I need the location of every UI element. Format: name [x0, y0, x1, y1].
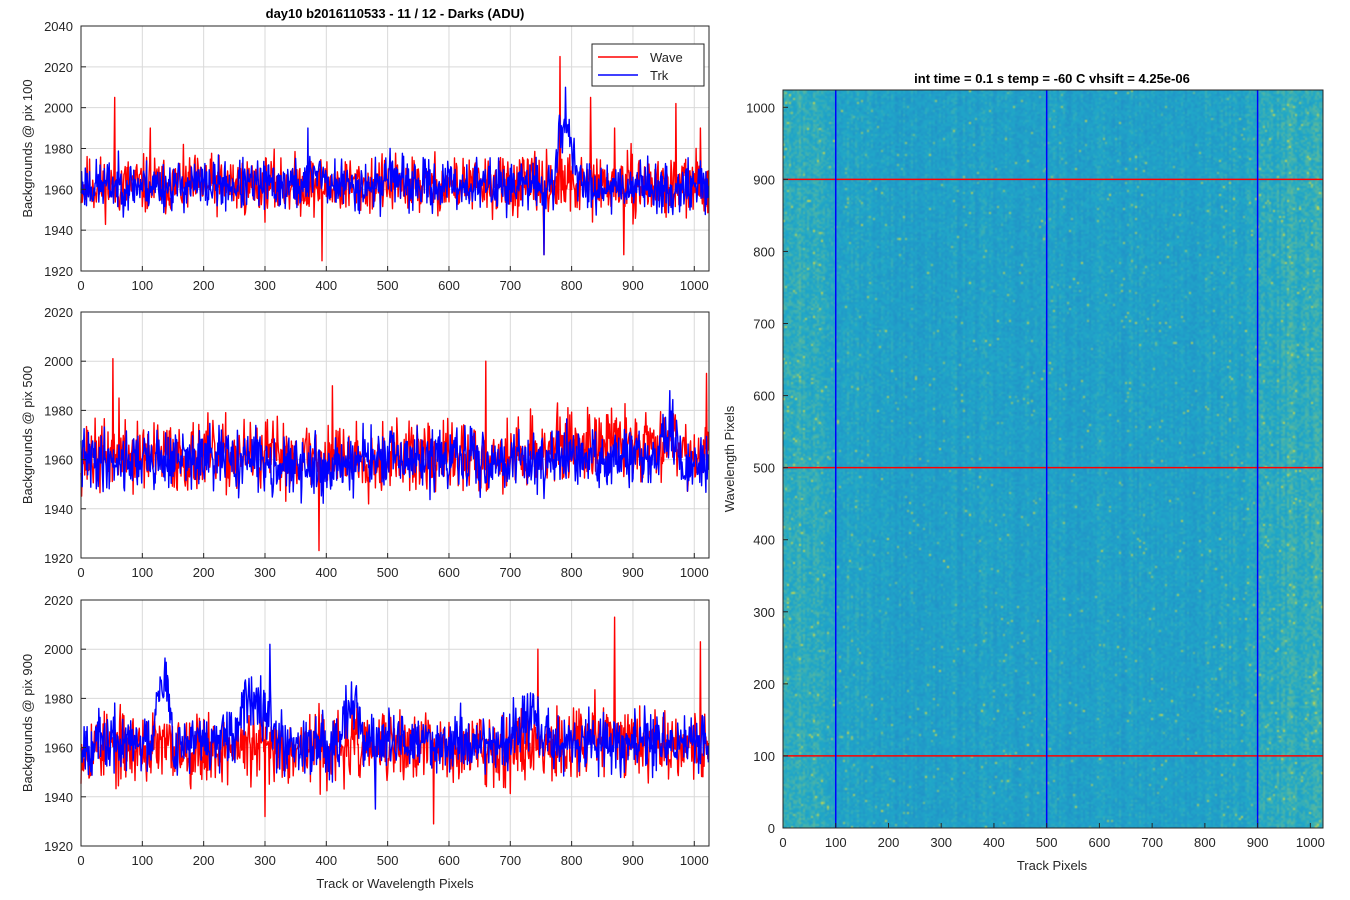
x-tick-label: 500	[377, 565, 399, 580]
x-tick-label: 700	[499, 853, 521, 868]
y-tick-label: 400	[753, 533, 775, 548]
y-tick-label: 500	[753, 461, 775, 476]
x-tick-label: 1000	[1296, 835, 1325, 850]
x-tick-label: 300	[254, 565, 276, 580]
y-tick-label: 2020	[44, 593, 73, 608]
legend-label-wave: Wave	[650, 50, 683, 65]
x-tick-label: 800	[1194, 835, 1216, 850]
y-tick-label: 2000	[44, 101, 73, 116]
y-tick-label: 0	[768, 821, 775, 836]
heatmap-chart: 0 100 200 300 400 500 600 700 800 900 1000 0 100 200 3…	[722, 71, 1325, 873]
y-tick-label: 200	[753, 677, 775, 692]
series-line-trk	[80, 390, 710, 504]
legend-label-trk: Trk	[650, 68, 669, 83]
x-tick-label: 0	[77, 565, 84, 580]
y-tick-label: 1960	[44, 182, 73, 197]
x-tick-label: 200	[878, 835, 900, 850]
x-axis-label: Track or Wavelength Pixels	[316, 876, 474, 891]
x-tick-label: 900	[622, 278, 644, 293]
line-chart-pix-100: day10 b2016110533 - 11 / 12 - Darks (ADU…	[20, 6, 710, 293]
x-tick-label: 100	[825, 835, 847, 850]
axes-box	[80, 599, 710, 847]
series-line-trk	[80, 643, 710, 810]
x-tick-label: 400	[315, 565, 337, 580]
y-tick-label: 1960	[44, 741, 73, 756]
y-tick-label: 1940	[44, 223, 73, 238]
x-tick-label: 600	[1089, 835, 1111, 850]
y-tick-label: 1940	[44, 790, 73, 805]
y-tick-label: 1980	[44, 403, 73, 418]
x-tick-label: 600	[438, 565, 460, 580]
x-tick-label: 400	[315, 853, 337, 868]
y-tick-label: 100	[753, 749, 775, 764]
y-tick-label: 2040	[44, 19, 73, 34]
y-tick-label: 700	[753, 317, 775, 332]
y-axis-label: Backgrounds @ pix 500	[20, 366, 35, 504]
line-chart-pix-900: Track or Wavelength Pixels 0 100 200 300 400…	[20, 593, 710, 891]
heatmap-axes-box	[782, 89, 1324, 829]
y-tick-label: 1000	[746, 100, 775, 115]
x-tick-label: 900	[1247, 835, 1269, 850]
x-tick-label: 300	[254, 278, 276, 293]
x-tick-label: 400	[983, 835, 1005, 850]
heatmap-y-axis-label: Wavelength Pixels	[722, 405, 737, 512]
x-tick-label: 100	[131, 853, 153, 868]
y-tick-label: 1980	[44, 142, 73, 157]
x-tick-label: 800	[561, 278, 583, 293]
x-tick-label: 0	[77, 853, 84, 868]
heatmap-x-axis-label: Track Pixels	[1017, 858, 1088, 873]
x-tick-label: 300	[930, 835, 952, 850]
y-tick-label: 600	[753, 389, 775, 404]
plot-area	[81, 600, 709, 846]
y-tick-label: 300	[753, 605, 775, 620]
x-tick-label: 1000	[680, 853, 709, 868]
y-tick-label: 2000	[44, 354, 73, 369]
y-tick-label: 1940	[44, 502, 73, 517]
y-tick-label: 1960	[44, 453, 73, 468]
x-tick-label: 200	[193, 853, 215, 868]
x-tick-label: 700	[499, 565, 521, 580]
x-tick-label: 0	[779, 835, 786, 850]
x-tick-label: 600	[438, 853, 460, 868]
y-tick-label: 1920	[44, 551, 73, 566]
y-tick-label: 2020	[44, 305, 73, 320]
x-tick-label: 500	[377, 278, 399, 293]
x-tick-label: 600	[438, 278, 460, 293]
line-chart-pix-500: 0 100 200 300 400 500 600 700 800 900 1000 1920 1940…	[20, 305, 710, 580]
x-tick-label: 800	[561, 565, 583, 580]
heatmap-title: int time = 0.1 s temp = -60 C vhsift = 4…	[914, 71, 1190, 86]
y-tick-label: 1920	[44, 264, 73, 279]
y-tick-label: 900	[753, 172, 775, 187]
plot-area	[81, 312, 709, 558]
x-tick-label: 500	[1036, 835, 1058, 850]
y-axis-label: Backgrounds @ pix 100	[20, 79, 35, 217]
x-tick-label: 100	[131, 565, 153, 580]
y-tick-label: 800	[753, 244, 775, 259]
x-tick-label: 500	[377, 853, 399, 868]
axes-box	[80, 311, 710, 559]
x-tick-label: 800	[561, 853, 583, 868]
y-tick-label: 2000	[44, 642, 73, 657]
x-tick-label: 700	[1141, 835, 1163, 850]
series-line-trk	[80, 86, 710, 256]
chart-title: day10 b2016110533 - 11 / 12 - Darks (ADU…	[266, 6, 525, 21]
x-tick-label: 300	[254, 853, 276, 868]
y-tick-label: 2020	[44, 60, 73, 75]
y-axis-label: Backgrounds @ pix 900	[20, 654, 35, 792]
y-tick-label: 1980	[44, 691, 73, 706]
x-tick-label: 700	[499, 278, 521, 293]
heatmap-image	[783, 90, 1323, 828]
legend-box	[591, 43, 705, 87]
x-tick-label: 200	[193, 565, 215, 580]
x-tick-label: 900	[622, 853, 644, 868]
x-tick-label: 0	[77, 278, 84, 293]
x-tick-label: 900	[622, 565, 644, 580]
x-tick-label: 1000	[680, 278, 709, 293]
x-tick-label: 1000	[680, 565, 709, 580]
x-tick-label: 100	[131, 278, 153, 293]
y-tick-label: 1920	[44, 839, 73, 854]
x-tick-label: 200	[193, 278, 215, 293]
x-tick-label: 400	[315, 278, 337, 293]
